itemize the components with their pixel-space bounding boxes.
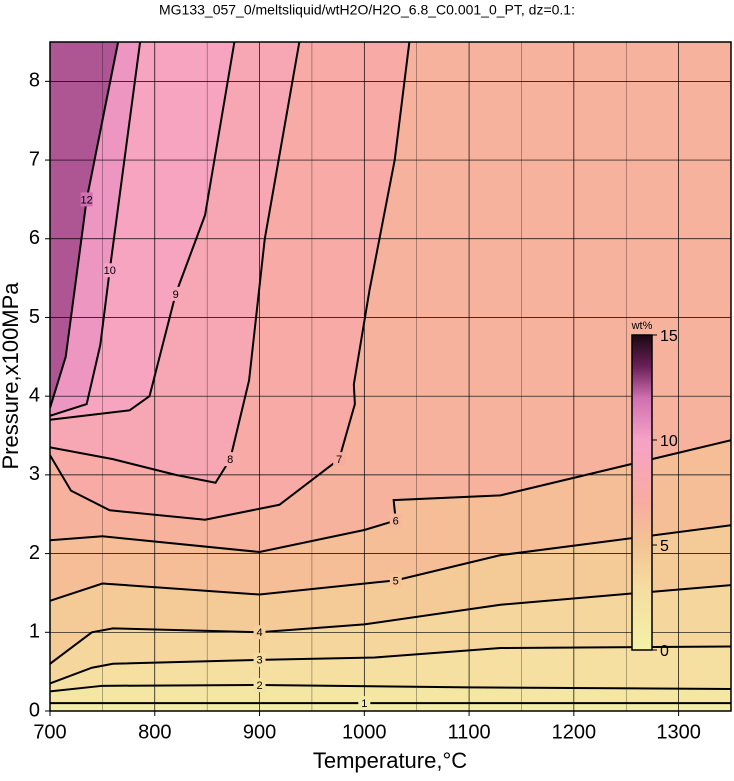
contour-label: 7 <box>336 454 342 466</box>
chart-title: MG133_057_0/meltsliquid/wtH2O/H2O_6.8_C0… <box>159 2 575 18</box>
y-tick-label: 5 <box>29 306 40 328</box>
y-tick-label: 8 <box>29 70 40 92</box>
contour-line <box>50 42 120 409</box>
y-tick-label: 2 <box>29 542 40 564</box>
contour-label-box <box>253 678 266 693</box>
contour-line <box>50 42 301 484</box>
contour-label-box <box>389 573 402 588</box>
contour-label-box <box>358 696 371 711</box>
contour-label: 4 <box>256 627 262 639</box>
contour-label-box <box>253 652 266 667</box>
y-tick-label: 4 <box>29 384 40 406</box>
contour-label-box <box>169 286 182 301</box>
y-tick-label: 1 <box>29 621 40 643</box>
contour-label: 10 <box>104 265 116 277</box>
x-axis-label: Temperature,°C <box>313 748 467 773</box>
contour-label: 6 <box>393 515 399 527</box>
x-tick-label: 1200 <box>552 721 597 743</box>
contour-label-box <box>253 625 266 640</box>
colorbar <box>631 334 653 651</box>
colorbar-tick-label: 10 <box>660 433 678 450</box>
plot-frame <box>49 41 732 712</box>
x-tick-label: 1000 <box>342 721 387 743</box>
colorbar-label: wt% <box>631 320 653 332</box>
y-tick-label: 6 <box>29 227 40 249</box>
y-tick-label: 3 <box>29 463 40 485</box>
contour-label: 9 <box>173 289 179 301</box>
contour-fill <box>50 703 731 711</box>
contour-label: 5 <box>393 575 399 587</box>
contour-label-box <box>389 513 402 528</box>
y-tick-label: 0 <box>29 699 40 721</box>
contour-line <box>50 524 731 602</box>
contour-label: 12 <box>81 194 93 206</box>
contour-line <box>50 439 731 554</box>
contour-label: 3 <box>256 655 262 667</box>
contour-line <box>50 42 142 417</box>
colorbar-tick-label: 0 <box>660 643 669 660</box>
contour-label-box <box>80 192 93 207</box>
x-tick-label: 1100 <box>448 721 491 743</box>
contour-label-box <box>333 452 346 467</box>
colorbar-tick-label: 15 <box>660 328 678 345</box>
x-tick-label: 900 <box>243 721 276 743</box>
x-tick-label: 800 <box>138 721 171 743</box>
contour-line <box>50 42 236 421</box>
colorbar-tick-label: 5 <box>660 538 669 555</box>
contour-label-box <box>103 263 116 278</box>
contour-label: 2 <box>256 680 262 692</box>
contour-label: 1 <box>361 698 367 710</box>
x-tick-label: 1300 <box>656 721 701 743</box>
contour-fill <box>50 42 119 408</box>
y-tick-label: 7 <box>29 148 40 170</box>
contour-label: 8 <box>227 454 233 466</box>
y-axis-label: Pressure,x100MPa <box>0 282 23 470</box>
contour-label-box <box>224 452 237 467</box>
x-tick-label: 700 <box>33 721 66 743</box>
